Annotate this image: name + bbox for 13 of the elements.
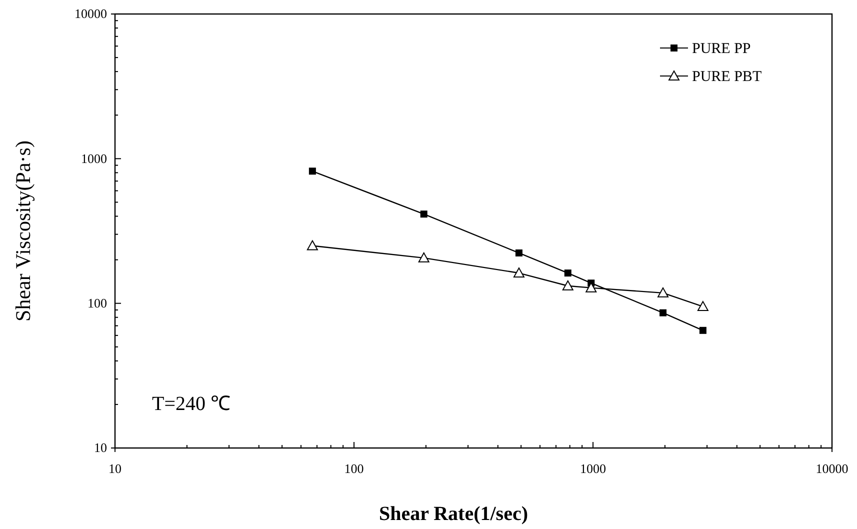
y-tick-label: 10000 [74, 6, 107, 22]
y-tick-label: 100 [88, 295, 107, 310]
annotation: T=240 ℃ [152, 393, 230, 415]
legend-label: PURE PP [692, 41, 751, 57]
y-axis-title: Shear Viscosity(Pa·s) [11, 140, 35, 322]
x-tick-label: 10000 [816, 461, 848, 476]
y-tick-label: 1000 [81, 150, 107, 166]
x-axis-title: Shear Rate(1/sec) [378, 503, 528, 525]
x-tick-label: 10 [108, 461, 122, 476]
x-tick-label: 100 [344, 461, 364, 476]
y-tick-label: 10 [94, 440, 107, 456]
legend-label: PURE PBT [692, 69, 762, 85]
x-tick-label: 1000 [580, 461, 606, 476]
